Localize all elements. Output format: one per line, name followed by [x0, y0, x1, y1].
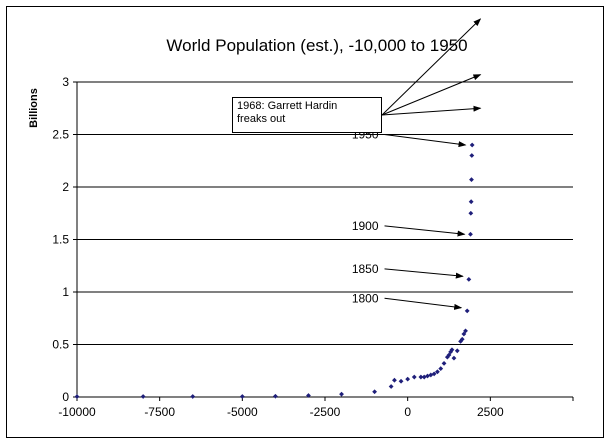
data-point	[469, 153, 475, 158]
y-tick-label: 2	[62, 180, 69, 194]
annotation-arrow	[384, 134, 467, 148]
data-point	[388, 384, 394, 389]
y-tick-label: 0	[62, 390, 69, 404]
data-point	[411, 374, 417, 380]
data-point	[469, 177, 474, 183]
callout-arrow	[381, 105, 482, 116]
data-point	[418, 374, 424, 380]
x-tick-label: -7500	[144, 405, 175, 419]
data-point	[451, 355, 457, 361]
data-point	[464, 308, 470, 314]
y-tick-label: 3	[62, 75, 69, 89]
data-point	[461, 331, 467, 337]
annotation-label: 1900	[352, 219, 379, 233]
x-tick-label: 0	[404, 405, 411, 419]
data-point	[468, 210, 474, 216]
y-tick-label: 1	[62, 285, 69, 299]
data-point	[431, 371, 437, 377]
x-tick-label: -10000	[58, 405, 96, 419]
y-axis-label: Billions	[28, 88, 40, 128]
data-point	[398, 378, 404, 384]
data-point	[441, 361, 447, 366]
callout-line-1: 1968: Garrett Hardin	[237, 100, 338, 112]
data-point	[306, 393, 311, 398]
x-tick-label: -5000	[227, 405, 258, 419]
scatter-chart: 00.511.522.53-10000 -7500 -5000 -2500 0 2500 …	[28, 18, 574, 419]
annotation-label: 1800	[352, 291, 379, 305]
data-point	[446, 352, 452, 358]
data-point	[449, 347, 455, 353]
data-points	[74, 142, 475, 399]
callout-arrow	[381, 18, 482, 116]
axes: 0 0.5 1 1.5 2 2.5 3 -10000 -7500 -5000 -2500 0 2500	[52, 75, 574, 419]
data-point	[463, 328, 468, 334]
callout-line-2: freaks out	[237, 113, 286, 125]
data-point	[468, 231, 473, 237]
x-tick-label: -2500	[310, 405, 341, 419]
data-point	[273, 393, 278, 399]
data-point	[435, 369, 440, 375]
data-point	[239, 394, 245, 399]
x-tick-label: 2500	[477, 405, 504, 419]
data-point	[466, 277, 472, 282]
callout-box: 1968: Garrett Hardin freaks out	[232, 97, 382, 133]
chart-frame: 0 0.5 1 1.5 2 2.5 3 -10000 -7500 -5000 -2500 0 2500 …	[6, 6, 604, 438]
data-point	[459, 336, 465, 342]
data-point	[339, 391, 344, 397]
data-point	[405, 376, 411, 382]
data-point	[438, 366, 444, 372]
data-point	[74, 394, 80, 399]
data-point	[468, 199, 474, 205]
annotation-arrow	[384, 297, 463, 310]
data-point	[425, 373, 430, 379]
data-point	[392, 377, 397, 383]
data-point	[454, 348, 460, 354]
annotation-label: 1850	[352, 262, 379, 276]
chart-title: World Population (est.), -10,000 to 1950	[166, 36, 467, 55]
y-tick-label: 0.5	[52, 338, 69, 352]
callout-arrow	[381, 74, 482, 116]
annotation-arrow	[384, 225, 466, 237]
gridlines	[77, 81, 573, 345]
annotation-arrow	[384, 268, 464, 279]
data-point	[190, 394, 196, 399]
data-point	[469, 142, 475, 148]
y-tick-label: 2.5	[52, 128, 69, 142]
data-point	[372, 389, 377, 395]
data-point	[140, 394, 146, 399]
y-tick-label: 1.5	[52, 233, 69, 247]
